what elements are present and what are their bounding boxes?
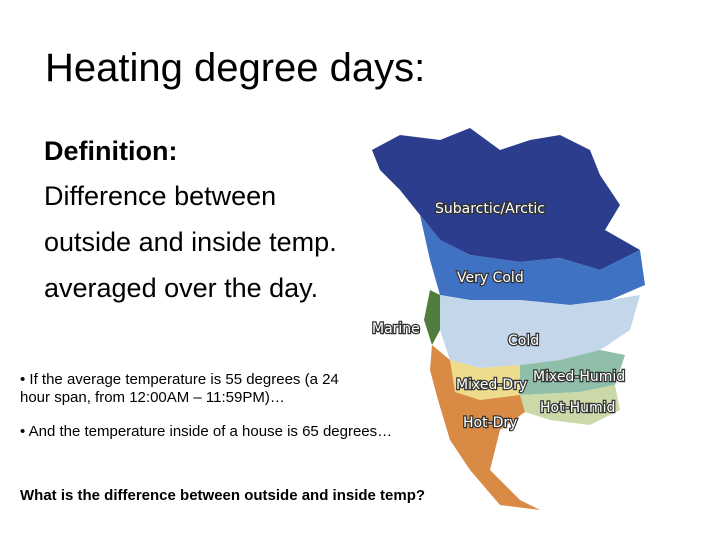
- region-label: Marine: [372, 321, 420, 337]
- question: What is the difference between outside a…: [20, 487, 426, 504]
- definition-line: Difference between: [44, 181, 277, 211]
- definition-heading: Definition:: [44, 136, 178, 166]
- region-subarctic: [372, 128, 640, 270]
- definition-line: outside and inside temp.: [44, 227, 337, 257]
- definition-line: averaged over the day.: [44, 273, 319, 303]
- region-hot-dry: [430, 345, 540, 510]
- slide-title: Heating degree days:: [45, 46, 426, 90]
- region-hot-humid: [520, 385, 620, 425]
- region-label: Subarctic/Arctic: [435, 201, 545, 217]
- region-marine: [424, 290, 440, 345]
- region-label: Mixed-Dry: [456, 377, 527, 393]
- region-label: Very Cold: [457, 270, 524, 286]
- bullet-line: hour span, from 12:00AM – 11:59PM)…: [20, 389, 285, 406]
- bullet-line: • If the average temperature is 55 degre…: [20, 371, 339, 388]
- bullet-line: • And the temperature inside of a house …: [20, 423, 393, 440]
- region-very-cold: [420, 215, 645, 305]
- region-label: Cold: [508, 333, 539, 349]
- region-mixed-dry: [450, 360, 520, 400]
- region-mixed-humid: [520, 350, 625, 395]
- region-label: Mixed-Humid: [533, 369, 625, 385]
- region-cold: [440, 295, 640, 368]
- region-label: Hot-Dry: [463, 415, 517, 431]
- region-label: Hot-Humid: [540, 400, 615, 416]
